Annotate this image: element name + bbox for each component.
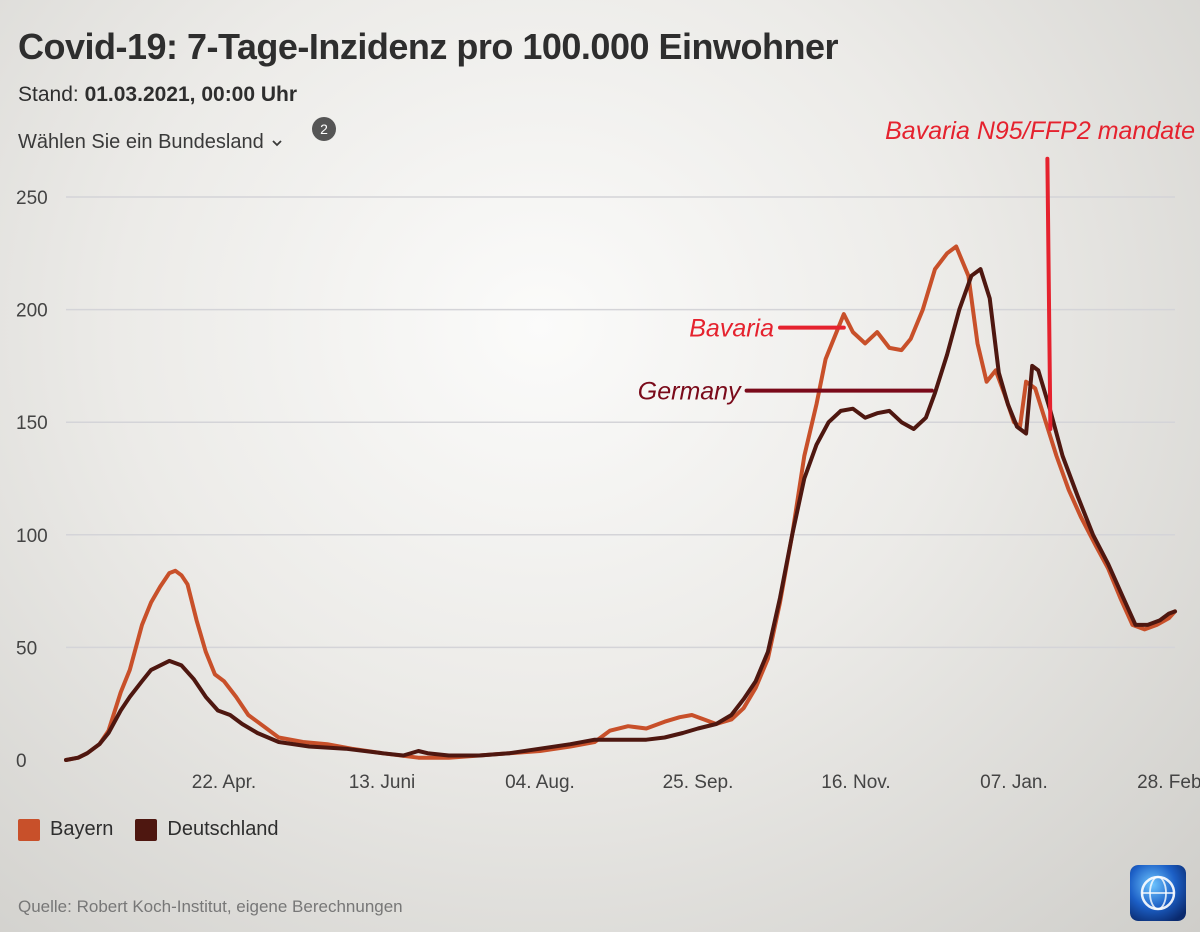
stand-line: Stand: 01.03.2021, 00:00 Uhr bbox=[18, 83, 297, 107]
y-tick-label: 250 bbox=[16, 188, 48, 209]
legend-swatch-deutschland bbox=[135, 818, 158, 841]
x-tick-label: 22. Apr. bbox=[192, 772, 256, 793]
x-tick-label: 07. Jan. bbox=[980, 772, 1048, 793]
series-line-bayern bbox=[64, 244, 1177, 762]
x-tick-label: 04. Aug. bbox=[505, 772, 575, 793]
y-tick-label: 200 bbox=[16, 301, 48, 322]
chevron-down-icon bbox=[272, 139, 282, 146]
y-tick-label: 150 bbox=[16, 413, 48, 434]
selector-label: Wählen Sie ein Bundesland bbox=[18, 131, 264, 153]
legend-label-bayern: Bayern bbox=[50, 818, 114, 840]
legend-item-bayern[interactable]: Bayern bbox=[18, 818, 113, 841]
legend: Bayern Deutschland bbox=[18, 818, 279, 841]
stand-label: Stand: bbox=[18, 83, 79, 106]
legend-swatch-bayern bbox=[18, 818, 40, 841]
series-line-deutschland bbox=[64, 267, 1177, 762]
tagesschau-logo bbox=[1130, 865, 1186, 921]
legend-label-deutschland: Deutschland bbox=[167, 818, 279, 840]
chart-title: Covid-19: 7-Tage-Inzidenz pro 100.000 Ei… bbox=[18, 26, 839, 67]
bundesland-selector[interactable]: Wählen Sie ein Bundesland bbox=[18, 131, 282, 154]
x-tick-label: 25. Sep. bbox=[663, 772, 734, 793]
incidence-chart: 0 50 100 150 200 250 22. Apr. 13. Juni 04. Aug. 2… bbox=[16, 117, 1200, 793]
y-tick-label: 0 bbox=[16, 751, 27, 772]
legend-item-deutschland[interactable]: Deutschland bbox=[135, 818, 279, 841]
stand-value: 01.03.2021, 00:00 Uhr bbox=[84, 83, 298, 106]
x-tick-label: 13. Juni bbox=[349, 772, 416, 793]
annotation-label-germany: Germany bbox=[638, 378, 742, 406]
annotation-label-bavaria: Bavaria bbox=[689, 315, 774, 343]
annotation-label-ffp2: Bavaria N95/FFP2 mandate bbox=[885, 117, 1195, 145]
y-tick-label: 50 bbox=[16, 638, 37, 659]
y-tick-label: 100 bbox=[16, 526, 48, 547]
x-tick-label: 16. Nov. bbox=[821, 772, 890, 793]
x-tick-label: 28. Feb. bbox=[1137, 772, 1200, 793]
notification-badge: 2 bbox=[312, 117, 336, 141]
annotation-line-ffp2 bbox=[1045, 156, 1053, 431]
source-note: Quelle: Robert Koch-Institut, eigene Ber… bbox=[18, 897, 403, 916]
